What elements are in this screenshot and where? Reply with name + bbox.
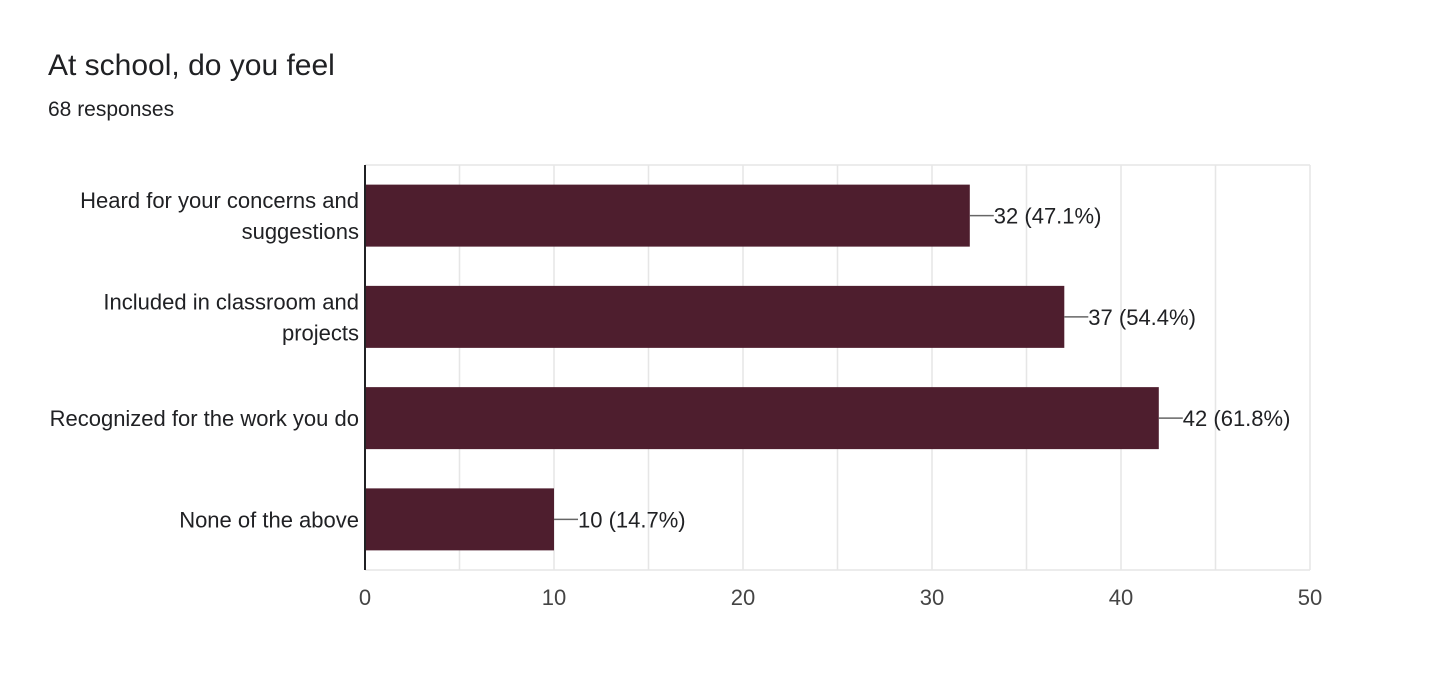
labels: 32 (47.1%) Heard for your concerns and sug… [50, 188, 1323, 610]
bar-2 [365, 387, 1159, 450]
x-tick-label-0: 0 [359, 585, 371, 610]
x-tick-label-50: 50 [1298, 585, 1322, 610]
chart-title: At school, do you feel [48, 49, 335, 82]
data-label-2: 42 (61.8%) [1183, 406, 1291, 431]
data-label-1: 37 (54.4%) [1088, 305, 1196, 330]
data-label-3: 10 (14.7%) [578, 507, 686, 532]
x-tick-label-40: 40 [1109, 585, 1133, 610]
category-label-2-0: Recognized for the work you do [50, 406, 359, 431]
x-tick-label-30: 30 [920, 585, 944, 610]
x-tick-label-20: 20 [731, 585, 755, 610]
category-label-1-1: projects [282, 320, 359, 345]
x-tick-label-10: 10 [542, 585, 566, 610]
bar-0 [365, 184, 970, 247]
category-label-1-0: Included in classroom and [103, 289, 359, 314]
bar-3 [365, 488, 554, 551]
bar-1 [365, 285, 1065, 348]
category-label-0-1: suggestions [242, 219, 359, 244]
data-label-0: 32 (47.1%) [994, 204, 1102, 229]
bars [365, 184, 1159, 551]
category-label-0-0: Heard for your concerns and [80, 188, 359, 213]
response-count: 68 responses [48, 98, 175, 121]
category-label-3-0: None of the above [179, 507, 359, 532]
